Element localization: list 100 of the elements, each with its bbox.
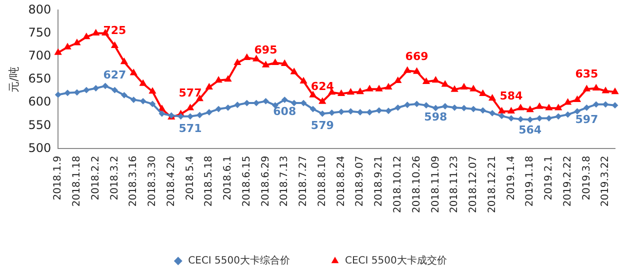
point — [423, 102, 430, 109]
point — [470, 106, 477, 112]
point — [300, 100, 307, 106]
annotation: 598 — [424, 110, 448, 124]
legend-label: CECI 5500大卡成交价 — [345, 254, 447, 267]
annotation: 695 — [254, 44, 278, 57]
point — [489, 110, 496, 116]
point — [120, 58, 128, 64]
point — [337, 89, 346, 96]
point — [470, 84, 478, 92]
y-tick-label: 750 — [28, 25, 52, 40]
point — [412, 67, 421, 74]
y-tick-label: 650 — [28, 72, 52, 86]
y-tick-label: 800 — [28, 2, 52, 16]
point — [262, 98, 269, 104]
point — [83, 86, 90, 94]
point — [186, 104, 194, 110]
x-tick-label: 2018.1.9 — [52, 156, 64, 200]
legend-label: CECI 5500大卡综合价 — [188, 254, 290, 267]
point — [507, 106, 515, 114]
point — [112, 86, 118, 94]
point — [158, 110, 166, 117]
x-tick-label: 2019.1.4 — [506, 156, 517, 200]
point — [271, 58, 280, 66]
annotation: 577 — [178, 86, 202, 100]
point — [442, 103, 448, 110]
x-tick-label: 2018.5.18 — [204, 156, 215, 207]
point — [498, 106, 506, 114]
x-tick-label: 2018.9.07 — [354, 156, 366, 207]
point — [480, 107, 486, 114]
point — [214, 76, 222, 83]
point — [328, 110, 336, 116]
annotation: 725 — [103, 24, 126, 38]
point — [64, 42, 72, 50]
point — [404, 102, 411, 108]
x-tick-label: 2018.1.18 — [72, 156, 83, 207]
point — [422, 77, 430, 84]
point — [346, 88, 355, 95]
point — [592, 101, 600, 108]
point — [394, 76, 402, 84]
point — [573, 95, 582, 102]
point — [384, 82, 392, 90]
point — [252, 54, 260, 62]
point — [281, 96, 288, 103]
point — [300, 76, 308, 84]
x-tick-label: 2018.5.4 — [184, 156, 196, 200]
point — [546, 115, 552, 122]
x-tick-label: 2019.3.22 — [600, 156, 612, 207]
point — [73, 38, 81, 46]
point — [526, 116, 534, 123]
point — [356, 109, 364, 116]
x-tick-label: 2019.1.18 — [524, 156, 536, 207]
point — [243, 53, 251, 60]
point — [554, 104, 562, 110]
point — [385, 108, 392, 114]
point — [516, 104, 524, 110]
annotation: 635 — [575, 68, 598, 81]
point — [92, 28, 100, 36]
point — [394, 104, 402, 111]
point — [148, 87, 156, 94]
point — [404, 66, 412, 73]
point — [611, 88, 619, 94]
x-tick-label: 2018.12.07 — [468, 156, 480, 214]
x-tick-label: 2018.4.20 — [166, 156, 177, 207]
x-tick-label: 2018.11.09 — [430, 156, 442, 214]
x-tick-label: 2018.2.2 — [90, 156, 102, 200]
x-tick-label: 2018.8.10 — [316, 156, 328, 207]
point — [432, 104, 439, 112]
point — [574, 108, 580, 115]
x-tick-label: 2018.11.23 — [449, 156, 460, 214]
point — [375, 84, 383, 92]
point — [130, 68, 138, 76]
point — [555, 113, 562, 120]
point — [498, 112, 505, 120]
x-tick-label: 2019.3.8 — [581, 156, 592, 200]
y-tick-label: 550 — [28, 118, 52, 132]
point — [290, 68, 298, 74]
point — [545, 104, 553, 110]
point — [356, 88, 364, 94]
x-tick-label: 2018.8.24 — [336, 156, 347, 207]
point — [479, 89, 487, 96]
point — [592, 84, 600, 90]
annotation: 579 — [310, 119, 334, 132]
point — [441, 80, 449, 87]
point — [338, 108, 344, 115]
point — [432, 76, 440, 83]
x-tick-label: 2018.10.12 — [392, 156, 404, 214]
point — [130, 96, 137, 103]
point — [583, 104, 590, 111]
point — [54, 48, 62, 55]
point — [582, 84, 590, 92]
point — [564, 98, 572, 105]
point — [149, 100, 156, 108]
point — [139, 79, 147, 86]
point — [82, 32, 90, 40]
point — [508, 115, 514, 122]
point — [234, 102, 241, 108]
point — [451, 104, 458, 111]
x-tick-label: 2018.6.29 — [260, 156, 272, 207]
x-tick-label: 2018.12.21 — [486, 156, 498, 214]
